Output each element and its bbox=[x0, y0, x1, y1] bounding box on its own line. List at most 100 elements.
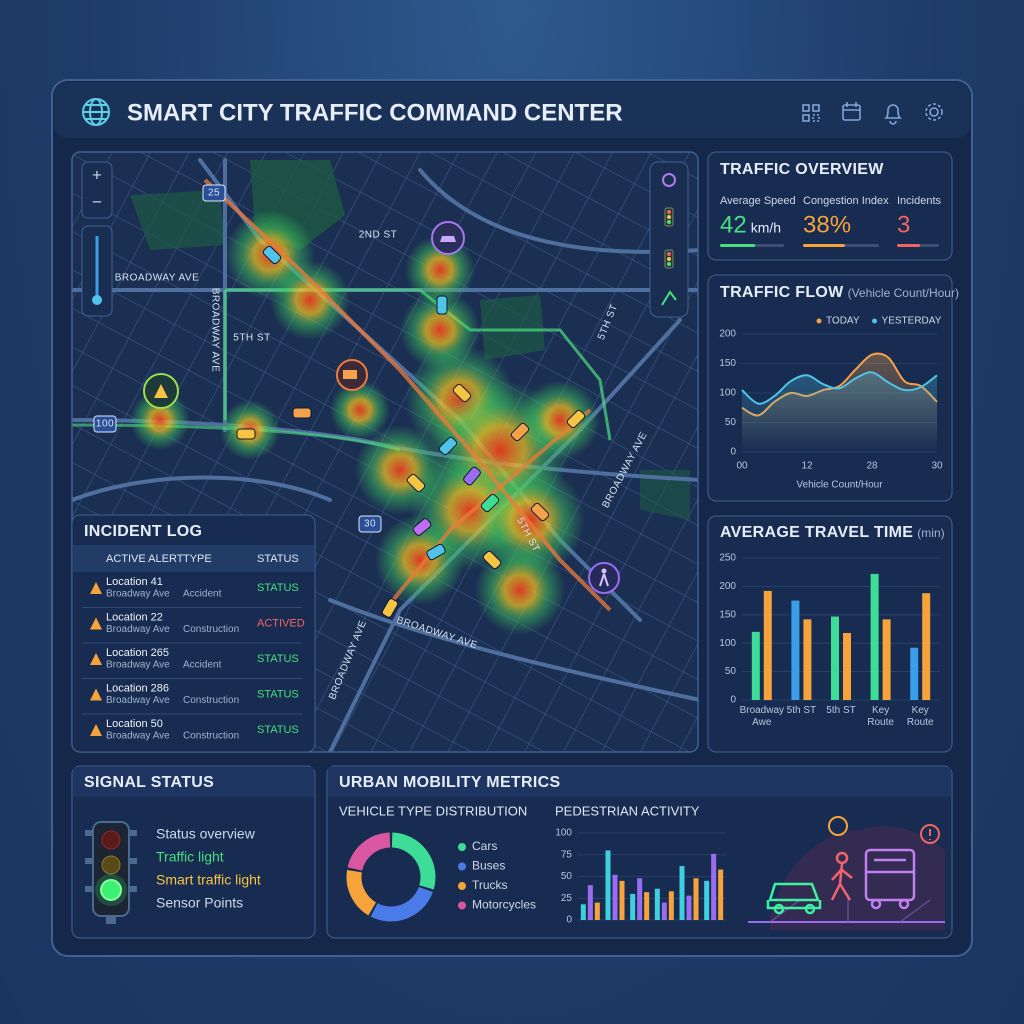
bar bbox=[803, 619, 812, 700]
y-tick-label: 0 bbox=[730, 447, 736, 458]
donut-segment bbox=[391, 832, 436, 890]
legend-label: Cars bbox=[472, 839, 497, 853]
x-tick-label: 5th ST bbox=[786, 705, 817, 716]
vehicle bbox=[566, 409, 586, 429]
vehicle bbox=[452, 383, 472, 403]
warning-icon bbox=[90, 724, 102, 736]
bar bbox=[704, 880, 710, 920]
street-label: 2ND ST bbox=[359, 230, 398, 241]
route-shield bbox=[358, 515, 382, 533]
incident-panel bbox=[71, 514, 316, 753]
alert-type: Construction bbox=[183, 624, 239, 635]
street-label: 100 bbox=[96, 419, 114, 430]
chart-subtitle: (Vehicle Count/Hour) bbox=[848, 286, 959, 300]
settings-icon[interactable] bbox=[925, 103, 943, 121]
legend-swatch bbox=[458, 882, 466, 890]
donut-segment bbox=[346, 869, 377, 916]
panel-title: URBAN MOBILITY METRICS bbox=[339, 774, 560, 791]
map-pin[interactable] bbox=[143, 373, 179, 409]
legend-label: Buses bbox=[472, 859, 505, 873]
x-tick-label: 28 bbox=[866, 461, 878, 472]
table-header: ACTIVE ALERT bbox=[106, 553, 184, 565]
legend-label: TODAY bbox=[826, 316, 860, 327]
legend-swatch bbox=[816, 318, 822, 324]
bar bbox=[587, 885, 593, 920]
map-pin[interactable] bbox=[588, 562, 620, 594]
zoom-button[interactable]: − bbox=[92, 192, 102, 211]
table-header: TYPE bbox=[183, 553, 212, 565]
y-tick-label: 25 bbox=[561, 893, 573, 904]
heat-spot bbox=[130, 390, 190, 450]
qr-icon[interactable] bbox=[802, 104, 820, 122]
bar bbox=[661, 902, 667, 920]
alert-location: Broadway Ave bbox=[106, 589, 170, 600]
alert-status: ACTIVED bbox=[257, 617, 305, 629]
street-label: 25 bbox=[208, 188, 220, 199]
metric-label: Incidents bbox=[897, 195, 942, 207]
bar bbox=[594, 902, 600, 920]
x-tick-label: 5th ST bbox=[826, 705, 856, 716]
bell-icon[interactable] bbox=[884, 104, 902, 125]
x-tick-label: 00 bbox=[736, 461, 748, 472]
alert-status: STATUS bbox=[257, 724, 299, 736]
metric-label: Congestion Index bbox=[803, 195, 889, 207]
alert-type: Construction bbox=[183, 731, 239, 742]
y-tick-label: 150 bbox=[719, 609, 736, 620]
chart-title: TRAFFIC FLOW bbox=[720, 284, 844, 301]
alert-status: STATUS bbox=[257, 688, 299, 700]
street-label: 5TH ST bbox=[233, 333, 270, 344]
mobility-panel bbox=[326, 765, 953, 939]
vehicle bbox=[412, 518, 432, 536]
y-tick-label: 0 bbox=[566, 915, 572, 926]
vehicle bbox=[438, 436, 458, 456]
legend-swatch bbox=[458, 901, 466, 910]
bar bbox=[654, 888, 660, 920]
metric-indicator bbox=[803, 244, 845, 247]
vehicle bbox=[436, 295, 448, 315]
vehicle bbox=[262, 245, 282, 265]
donut-segment bbox=[370, 886, 433, 922]
zoom-button[interactable]: + bbox=[92, 165, 102, 184]
y-tick-label: 100 bbox=[719, 638, 736, 649]
legend-label: Motorcycles bbox=[472, 898, 536, 912]
overview-panel bbox=[707, 151, 953, 261]
zoom-control[interactable] bbox=[81, 161, 113, 219]
slider-knob[interactable] bbox=[92, 295, 102, 305]
y-tick-label: 100 bbox=[555, 828, 572, 839]
street-label: 30 bbox=[364, 519, 376, 530]
metric-indicator bbox=[720, 244, 756, 247]
vehicle bbox=[406, 473, 426, 493]
vehicle bbox=[292, 407, 312, 419]
bar bbox=[882, 619, 891, 700]
warning-icon bbox=[90, 617, 102, 630]
alert-type: Accident bbox=[183, 589, 222, 600]
metric-label: Average Speed bbox=[720, 195, 796, 207]
incident-header-row bbox=[73, 545, 314, 572]
map-pin[interactable] bbox=[431, 221, 465, 255]
metric-value: 3 bbox=[897, 211, 910, 238]
map-border bbox=[71, 151, 699, 753]
alert-name: Location 22 bbox=[106, 611, 163, 623]
alert-location: Broadway Ave bbox=[106, 624, 170, 635]
signal-item: Traffic light bbox=[156, 849, 224, 865]
calendar-icon[interactable] bbox=[842, 102, 861, 121]
pedestrian-illustration bbox=[748, 816, 945, 930]
chart-subtitle: (min) bbox=[917, 526, 944, 540]
y-tick-label: 75 bbox=[561, 849, 573, 860]
x-tick-label: 12 bbox=[801, 461, 813, 472]
legend-swatch bbox=[458, 862, 466, 871]
vehicle bbox=[482, 550, 502, 570]
y-tick-label: 200 bbox=[719, 581, 736, 592]
alert-type: Construction bbox=[183, 695, 239, 706]
metric-value: 38% bbox=[803, 211, 851, 238]
vehicle bbox=[381, 598, 399, 618]
toolbar-icons[interactable] bbox=[661, 173, 677, 306]
alert-name: Location 50 bbox=[106, 718, 163, 730]
table-header: STATUS bbox=[257, 553, 299, 565]
y-tick-label: 0 bbox=[730, 695, 736, 706]
map-pin[interactable] bbox=[336, 359, 368, 391]
bar bbox=[751, 631, 760, 700]
bar bbox=[686, 895, 692, 920]
alert-location: Broadway Ave bbox=[106, 695, 170, 706]
